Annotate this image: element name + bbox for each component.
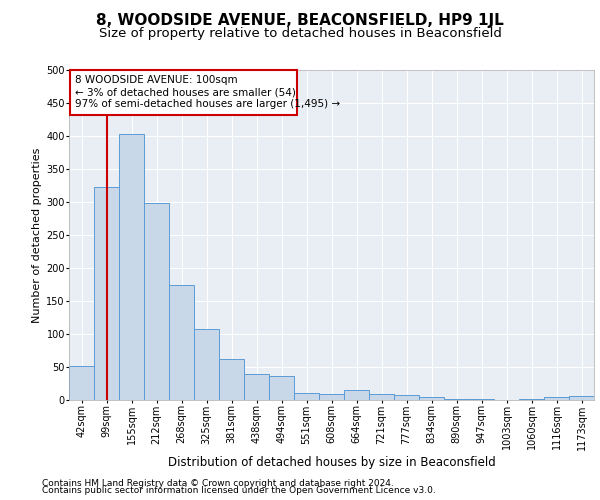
Bar <box>144 202 169 400</box>
Text: Size of property relative to detached houses in Beaconsfield: Size of property relative to detached ho… <box>98 28 502 40</box>
Text: 8, WOODSIDE AVENUE, BEACONSFIELD, HP9 1JL: 8, WOODSIDE AVENUE, BEACONSFIELD, HP9 1J… <box>96 12 504 28</box>
Bar <box>369 394 394 400</box>
Bar <box>419 398 444 400</box>
X-axis label: Distribution of detached houses by size in Beaconsfield: Distribution of detached houses by size … <box>167 456 496 469</box>
Bar <box>94 187 119 400</box>
Bar <box>569 396 594 400</box>
Bar <box>269 376 294 400</box>
Bar <box>394 396 419 400</box>
Bar <box>319 394 344 400</box>
Bar <box>344 390 369 400</box>
Y-axis label: Number of detached properties: Number of detached properties <box>32 148 42 322</box>
Bar <box>244 374 269 400</box>
Bar <box>194 330 219 400</box>
Bar <box>544 396 569 400</box>
Text: 97% of semi-detached houses are larger (1,495) →: 97% of semi-detached houses are larger (… <box>75 99 340 109</box>
Bar <box>219 359 244 400</box>
Bar <box>169 284 194 400</box>
Bar <box>70 70 296 115</box>
Text: ← 3% of detached houses are smaller (54): ← 3% of detached houses are smaller (54) <box>75 87 296 97</box>
Text: Contains public sector information licensed under the Open Government Licence v3: Contains public sector information licen… <box>42 486 436 495</box>
Bar <box>69 366 94 400</box>
Text: Contains HM Land Registry data © Crown copyright and database right 2024.: Contains HM Land Registry data © Crown c… <box>42 478 394 488</box>
Text: 8 WOODSIDE AVENUE: 100sqm: 8 WOODSIDE AVENUE: 100sqm <box>75 76 238 86</box>
Bar <box>294 392 319 400</box>
Bar <box>119 134 144 400</box>
